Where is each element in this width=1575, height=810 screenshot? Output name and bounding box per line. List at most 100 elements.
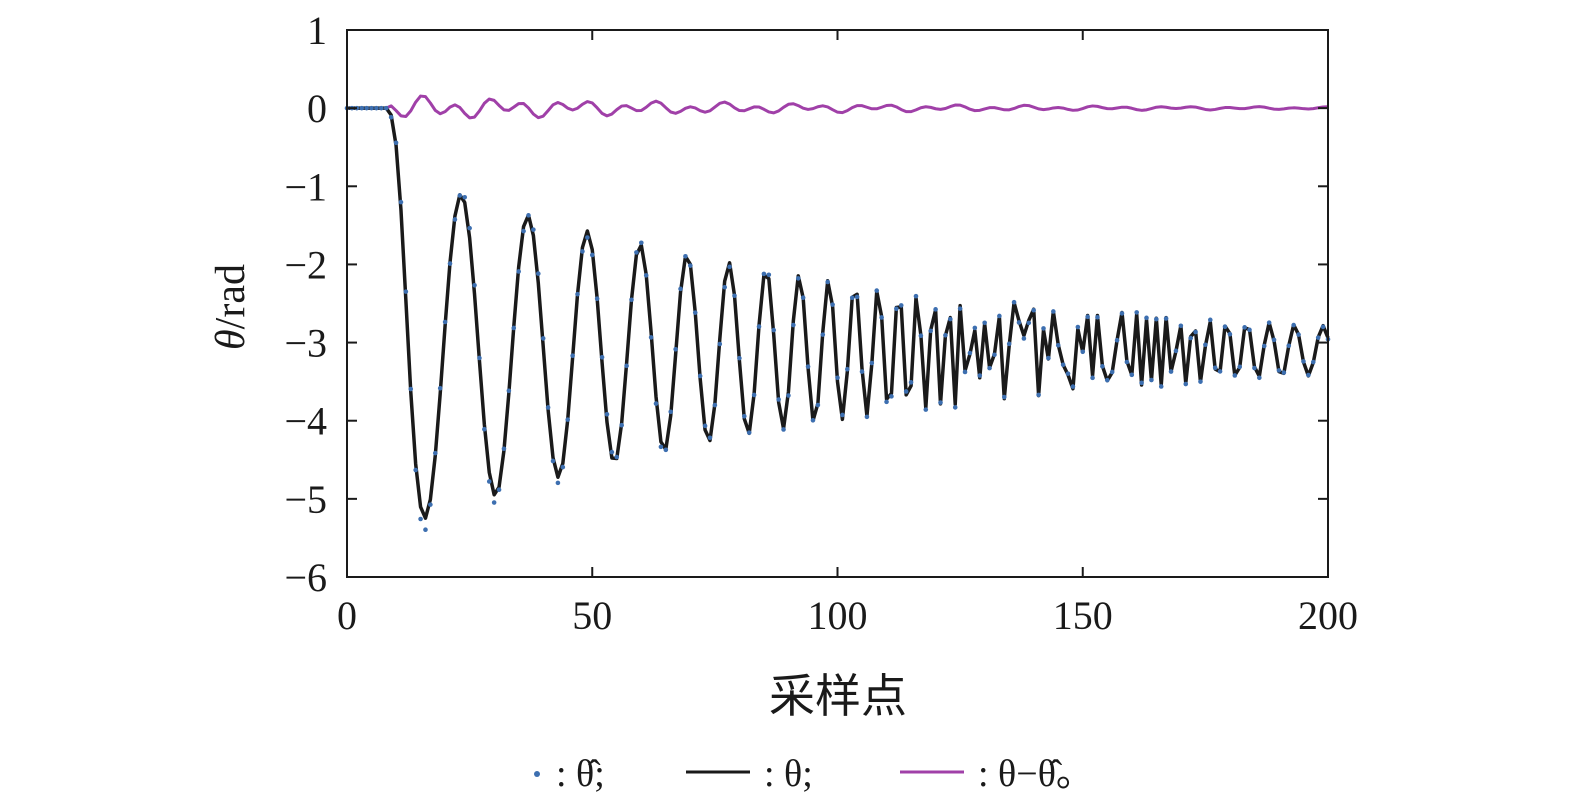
estimate-point — [1183, 381, 1189, 387]
estimate-point — [948, 316, 953, 322]
estimate-point — [869, 360, 875, 366]
estimate-point — [791, 322, 796, 328]
estimate-point — [1232, 373, 1238, 378]
estimate-point — [619, 422, 624, 428]
estimate-point — [1281, 370, 1287, 375]
estimate-point — [501, 446, 507, 452]
estimate-point — [462, 194, 468, 200]
x-ticks: 0 50 100 150 200 — [337, 30, 1358, 638]
y-tick-label: −6 — [284, 555, 327, 600]
estimate-point — [594, 296, 600, 302]
estimate-point — [359, 105, 365, 111]
estimate-point — [815, 402, 821, 408]
estimate-point — [536, 271, 541, 276]
estimate-point — [849, 295, 855, 301]
estimate-point — [692, 310, 698, 315]
estimate-point — [923, 407, 929, 412]
estimate-point — [943, 332, 948, 338]
estimate-point — [653, 401, 659, 406]
estimate-point — [1306, 372, 1311, 378]
estimate-point — [1065, 371, 1071, 376]
estimate-point — [437, 385, 443, 391]
estimate-point — [1139, 380, 1144, 386]
estimate-point — [1237, 364, 1243, 370]
estimate-point — [1036, 392, 1041, 398]
estimate-point — [1075, 324, 1081, 330]
estimate-point — [1104, 377, 1110, 383]
estimate-point — [482, 426, 487, 432]
estimate-point — [697, 373, 703, 379]
estimate-point — [889, 394, 894, 399]
estimate-point — [712, 402, 718, 408]
estimate-point — [1271, 337, 1277, 343]
x-tick-label: 200 — [1298, 593, 1358, 638]
estimate-point — [668, 409, 674, 415]
estimate-point — [987, 365, 992, 371]
legend-label-error: : θ−θ̂。 — [978, 753, 1094, 795]
estimate-point — [428, 502, 433, 507]
estimate-point — [673, 346, 678, 352]
estimate-point — [658, 444, 664, 450]
estimate-point — [1051, 309, 1056, 314]
estimate-point — [472, 282, 477, 288]
estimate-point — [766, 272, 772, 278]
estimate-point — [702, 423, 708, 429]
estimate-point — [967, 350, 973, 356]
estimate-point — [580, 249, 585, 254]
estimate-point — [545, 405, 551, 410]
estimate-point — [1222, 324, 1228, 330]
estimate-point — [1203, 342, 1208, 348]
estimate-point — [1173, 348, 1179, 354]
estimate-point — [1207, 317, 1213, 323]
estimate-point — [531, 227, 536, 232]
y-axis-title-symbol: θ — [208, 329, 254, 350]
estimate-point — [840, 412, 845, 418]
estimate-point — [1266, 320, 1272, 325]
estimate-point — [913, 293, 919, 299]
estimate-point — [938, 400, 943, 405]
estimate-point — [1144, 315, 1149, 321]
estimate-point — [898, 303, 904, 308]
estimate-point — [1006, 341, 1012, 347]
estimate-point — [992, 352, 997, 358]
y-tick-label: −2 — [284, 242, 327, 287]
estimate-point — [442, 319, 448, 325]
y-ticks: 1 0 −1 −2 −3 −4 −5 −6 — [284, 8, 1328, 600]
estimate-point — [1227, 331, 1233, 337]
estimate-point — [800, 295, 806, 301]
estimate-point — [1041, 326, 1046, 331]
estimate-point — [1134, 310, 1139, 315]
estimate-point — [609, 449, 615, 455]
estimate-point — [1060, 362, 1066, 368]
estimate-point — [918, 333, 924, 339]
y-tick-label: −5 — [284, 477, 327, 522]
estimate-point — [1046, 355, 1051, 361]
estimate-point — [874, 288, 880, 293]
estimate-point — [511, 325, 517, 331]
estimate-point — [1291, 322, 1296, 328]
estimate-point — [575, 291, 580, 297]
estimate-point — [771, 327, 777, 333]
estimate-point — [1016, 320, 1022, 325]
estimate-point — [614, 454, 620, 460]
estimate-point — [506, 388, 512, 394]
estimate-point — [624, 363, 629, 369]
legend-label-true: : θ; — [764, 753, 813, 795]
estimate-point — [977, 373, 983, 378]
series-error-group — [347, 94, 1329, 120]
estimate-point — [634, 250, 639, 255]
estimate-point — [423, 527, 428, 533]
estimate-point — [884, 399, 889, 405]
estimate-point — [1114, 337, 1120, 343]
estimate-point — [997, 313, 1002, 319]
estimate-point — [737, 355, 742, 361]
estimate-point — [1149, 377, 1154, 383]
estimate-point — [491, 500, 497, 505]
series-estimate-group — [344, 105, 1331, 533]
estimate-point — [560, 464, 566, 470]
estimate-point — [1119, 311, 1125, 316]
estimate-point — [550, 458, 556, 464]
estimate-point — [1031, 307, 1036, 313]
estimate-point — [432, 450, 438, 456]
estimate-point — [521, 228, 526, 234]
